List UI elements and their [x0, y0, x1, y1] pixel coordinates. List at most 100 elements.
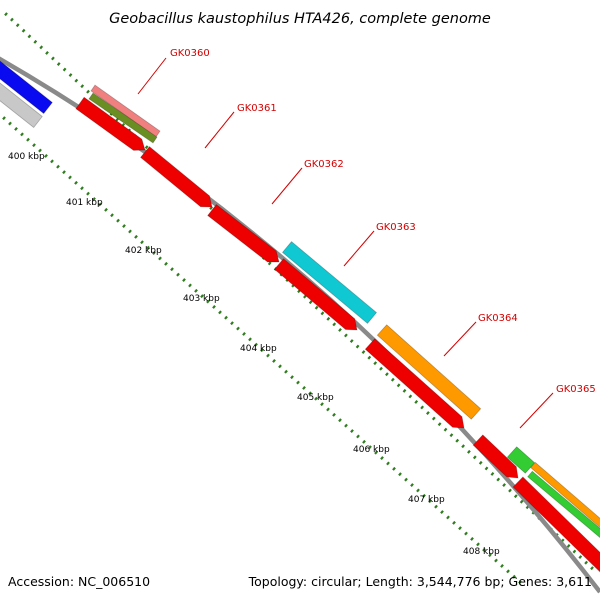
inner-ring-tick-43 [260, 348, 264, 353]
inner-ring-tick-52 [314, 396, 318, 401]
outer-ring-tick-88 [519, 499, 524, 504]
outer-ring-tick-74 [437, 422, 442, 427]
genome-backbone [0, 56, 600, 594]
outer-ring-tick-53 [314, 305, 319, 310]
inner-ring-tick-10 [62, 170, 66, 175]
inner-ring-tick-60 [362, 439, 366, 444]
feature-gk0365-green [527, 470, 600, 539]
inner-ring-tick-70 [422, 493, 426, 498]
inner-ring-tick-27 [164, 261, 168, 266]
outer-ring-tick-59 [349, 339, 354, 343]
inner-ring-tick-81 [488, 553, 492, 558]
leader-gk0362 [271, 167, 303, 205]
tick-label-406: 406 kbp [353, 445, 390, 455]
inner-ring-tick-24 [146, 245, 150, 250]
inner-ring-tick-0 [2, 116, 6, 121]
inner-ring-tick-58 [350, 429, 354, 433]
tick-label-404: 404 kbp [240, 344, 277, 354]
inner-ring-tick-34 [206, 299, 210, 304]
outer-ring-tick-100 [590, 566, 594, 571]
genome-summary-text: Topology: circular; Length: 3,544,776 bp… [248, 574, 592, 589]
inner-ring-tick-64 [386, 461, 390, 466]
outer-ring-tick-73 [431, 416, 436, 421]
inner-ring-tick-42 [254, 342, 258, 347]
outer-ring-tick-62 [367, 355, 372, 360]
inner-ring-tick-26 [158, 256, 162, 261]
inner-ring-tick-84 [506, 569, 510, 574]
feature-gk0365-orange [530, 461, 600, 528]
title: Geobacillus kaustophilus HTA426, complet… [109, 11, 491, 27]
leader-gk0364 [443, 321, 477, 357]
feature-red-1 [75, 96, 146, 151]
inner-ring-tick-35 [212, 305, 216, 309]
leader-gk0365 [519, 392, 554, 429]
outer-ring-tick-56 [332, 322, 337, 327]
outer-ring-tick-78 [461, 444, 465, 449]
inner-ring-tick-36 [218, 310, 222, 315]
outer-ring-tick-58 [344, 333, 348, 338]
tick-label-401: 401 kbp [66, 198, 103, 208]
inner-ring-tick-75 [452, 520, 456, 525]
feature-red-4 [273, 258, 358, 331]
inner-ring-tick-40 [242, 332, 246, 336]
feature-blue [0, 60, 53, 115]
inner-ring-tick-69 [416, 488, 420, 493]
inner-ring-tick-44 [266, 353, 270, 358]
outer-ring-tick-72 [426, 411, 430, 415]
inner-ring-tick-41 [248, 337, 252, 342]
inner-ring-tick-3 [20, 132, 24, 137]
inner-ring-tick-66 [398, 472, 402, 477]
inner-ring-tick-21 [128, 229, 132, 234]
inner-ring-tick-7 [44, 154, 48, 158]
inner-ring-tick-20 [122, 224, 126, 228]
outer-ring-tick-85 [502, 483, 506, 487]
inner-ring-tick-57 [344, 423, 348, 428]
feature-red-3 [207, 203, 280, 263]
leader-gk0360 [137, 57, 167, 95]
inner-ring-tick-33 [200, 294, 204, 299]
inner-ring-tick-74 [446, 515, 450, 520]
leader-gk0363 [343, 230, 375, 267]
outer-ring-tick-86 [508, 488, 512, 493]
inner-ring-tick-56 [338, 418, 342, 423]
inner-ring-tick-77 [464, 531, 468, 536]
inner-ring-tick-78 [470, 537, 474, 541]
gene-label-gk0363: GK0363 [376, 222, 416, 233]
outer-ring-tick-12 [74, 78, 79, 83]
inner-ring-tick-53 [320, 402, 324, 407]
feature-gk0363-cyan [281, 241, 378, 324]
outer-ring-tick-79 [467, 449, 471, 454]
outer-ring-tick-63 [373, 361, 378, 366]
inner-ring-tick-86 [518, 580, 522, 585]
inner-ring-tick-8 [50, 159, 54, 164]
inner-ring-tick-80 [482, 547, 486, 552]
outer-ring-tick-76 [449, 433, 454, 438]
inner-ring-tick-39 [236, 326, 240, 331]
outer-ring-tick-96 [566, 544, 571, 548]
inner-ring-tick-61 [368, 445, 372, 450]
feature-red-7 [512, 476, 600, 573]
inner-ring-tick-23 [140, 240, 144, 245]
inner-ring-tick-1 [8, 121, 12, 126]
outer-ring-tick-11 [68, 73, 73, 77]
outer-ring-tick-64 [379, 366, 383, 371]
inner-ring-tick-54 [326, 407, 330, 412]
outer-ring-tick-35 [209, 206, 213, 210]
inner-ring-tick-62 [374, 450, 378, 455]
outer-ring-tick-80 [472, 455, 477, 460]
inner-ring-tick-31 [188, 283, 192, 288]
outer-ring-tick-60 [355, 344, 360, 349]
tick-label-400: 400 kbp [8, 152, 45, 162]
feature-red-5 [364, 338, 465, 429]
outer-ring-tick-83 [490, 472, 495, 476]
outer-ring-tick-97 [572, 549, 577, 554]
outer-ring-tick-7 [45, 51, 49, 55]
gene-label-gk0361: GK0361 [237, 103, 277, 114]
inner-dotted-ring [2, 116, 522, 585]
outer-ring-tick-0 [4, 12, 8, 17]
outer-ring-tick-45 [267, 261, 272, 266]
gene-label-gk0360: GK0360 [170, 48, 210, 59]
outer-ring-tick-99 [584, 560, 588, 565]
gene-features [0, 60, 600, 573]
